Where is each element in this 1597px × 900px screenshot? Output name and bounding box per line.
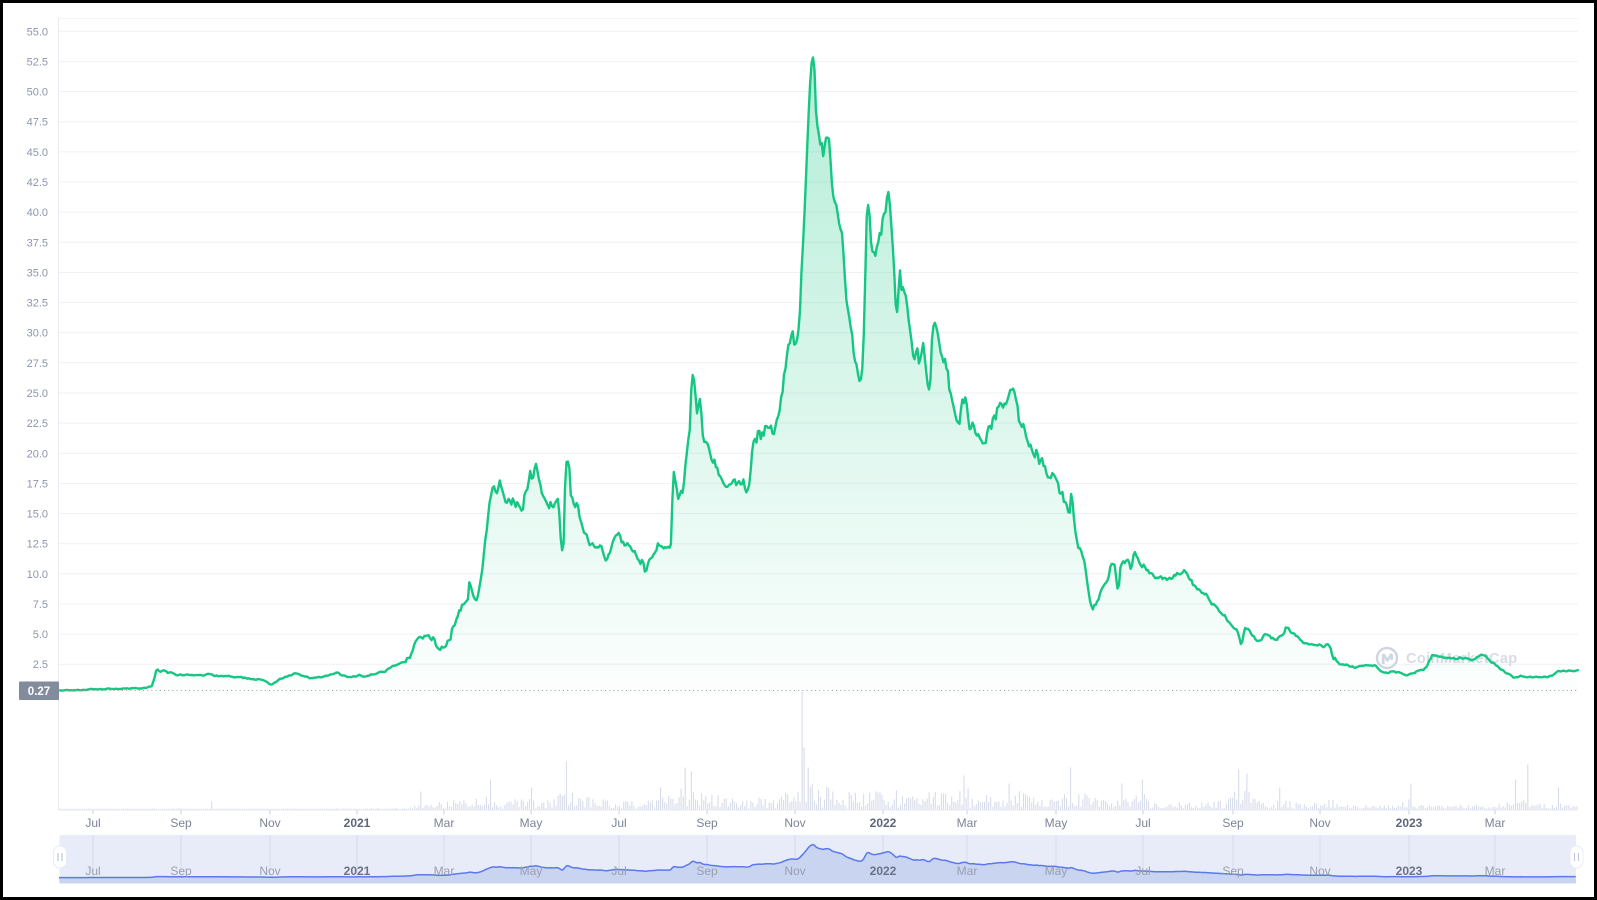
- svg-text:30.0: 30.0: [27, 328, 48, 340]
- svg-text:52.5: 52.5: [27, 56, 48, 68]
- svg-text:15.0: 15.0: [27, 509, 48, 521]
- svg-text:12.5: 12.5: [27, 539, 48, 551]
- svg-text:7.5: 7.5: [33, 599, 48, 611]
- svg-text:50.0: 50.0: [27, 87, 48, 99]
- svg-text:20.0: 20.0: [27, 448, 48, 460]
- svg-text:Sep: Sep: [170, 816, 192, 830]
- svg-text:Jul: Jul: [611, 864, 626, 878]
- svg-text:Mar: Mar: [957, 864, 978, 878]
- svg-text:42.5: 42.5: [27, 177, 48, 189]
- svg-text:Mar: Mar: [434, 864, 455, 878]
- svg-text:May: May: [1045, 864, 1068, 878]
- svg-text:Jul: Jul: [85, 816, 100, 830]
- svg-text:Nov: Nov: [259, 816, 280, 830]
- svg-text:May: May: [520, 864, 543, 878]
- svg-text:17.5: 17.5: [27, 478, 48, 490]
- svg-text:5.0: 5.0: [33, 629, 48, 641]
- svg-text:45.0: 45.0: [27, 147, 48, 159]
- svg-text:Jul: Jul: [1135, 816, 1150, 830]
- svg-text:Mar: Mar: [1485, 816, 1506, 830]
- svg-text:Nov: Nov: [1309, 864, 1330, 878]
- svg-text:10.0: 10.0: [27, 569, 48, 581]
- svg-text:32.5: 32.5: [27, 298, 48, 310]
- svg-text:2022: 2022: [870, 816, 897, 830]
- svg-text:Mar: Mar: [957, 816, 978, 830]
- svg-text:2.5: 2.5: [33, 659, 48, 671]
- svg-text:Sep: Sep: [1222, 816, 1244, 830]
- svg-text:Nov: Nov: [784, 864, 805, 878]
- svg-text:Sep: Sep: [696, 864, 718, 878]
- svg-text:Jul: Jul: [85, 864, 100, 878]
- svg-text:22.5: 22.5: [27, 418, 48, 430]
- svg-text:Sep: Sep: [696, 816, 718, 830]
- svg-text:Jul: Jul: [1135, 864, 1150, 878]
- svg-text:2023: 2023: [1396, 816, 1423, 830]
- svg-text:2023: 2023: [1396, 864, 1423, 878]
- svg-text:47.5: 47.5: [27, 117, 48, 129]
- svg-text:27.5: 27.5: [27, 358, 48, 370]
- svg-text:Nov: Nov: [784, 816, 805, 830]
- svg-text:35.0: 35.0: [27, 267, 48, 279]
- svg-text:25.0: 25.0: [27, 388, 48, 400]
- svg-text:Sep: Sep: [1222, 864, 1244, 878]
- svg-text:2021: 2021: [344, 816, 371, 830]
- svg-text:May: May: [520, 816, 543, 830]
- svg-text:Jul: Jul: [611, 816, 626, 830]
- svg-text:2021: 2021: [344, 864, 371, 878]
- svg-text:2022: 2022: [870, 864, 897, 878]
- svg-text:Mar: Mar: [434, 816, 455, 830]
- svg-text:Sep: Sep: [170, 864, 192, 878]
- svg-text:Nov: Nov: [1309, 816, 1330, 830]
- svg-text:0.27: 0.27: [28, 686, 50, 698]
- svg-text:May: May: [1045, 816, 1068, 830]
- svg-text:40.0: 40.0: [27, 207, 48, 219]
- svg-text:Nov: Nov: [259, 864, 280, 878]
- svg-text:55.0: 55.0: [27, 26, 48, 38]
- svg-text:Mar: Mar: [1485, 864, 1506, 878]
- svg-text:37.5: 37.5: [27, 237, 48, 249]
